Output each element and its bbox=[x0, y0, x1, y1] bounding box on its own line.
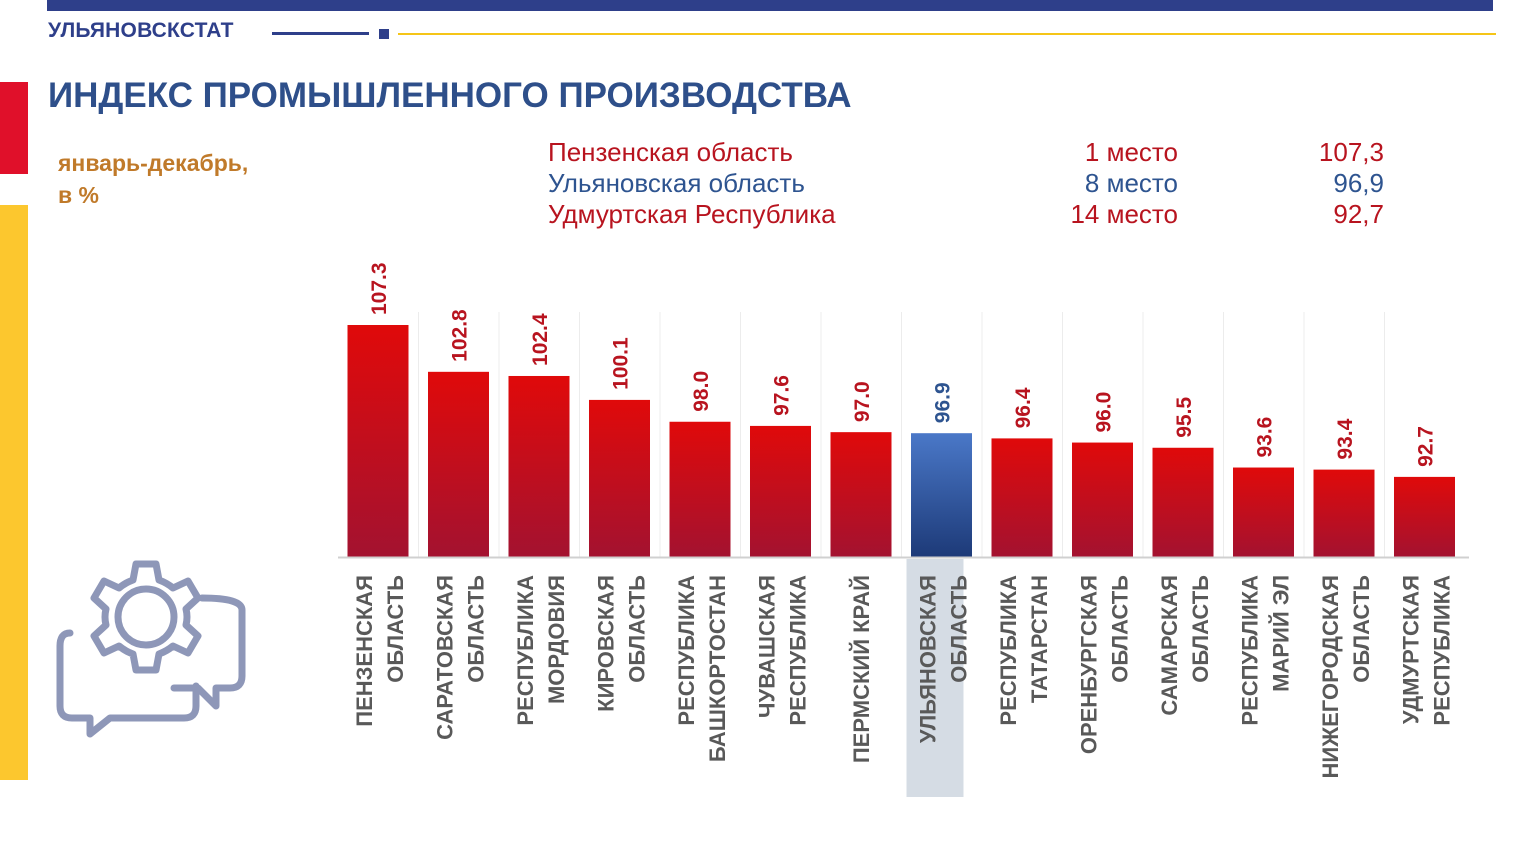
gear-chat-icon bbox=[56, 560, 246, 738]
bar bbox=[750, 425, 811, 557]
category-label: ОБЛАСТЬ bbox=[625, 575, 650, 683]
bar-value-label: 95.5 bbox=[1173, 397, 1196, 438]
bar bbox=[1233, 467, 1294, 557]
bar-value-label: 97.6 bbox=[771, 375, 794, 416]
brand-divider-yellow bbox=[398, 33, 1496, 35]
bar-value-label: 92.7 bbox=[1415, 426, 1438, 467]
bar bbox=[1072, 442, 1133, 557]
ranking-value: 107,3 bbox=[1318, 137, 1384, 167]
category-label: ПЕРМСКИЙ КРАЙ bbox=[849, 575, 874, 763]
category-label: УЛЬЯНОВСКАЯ bbox=[916, 575, 941, 743]
ranking-place: 14 место bbox=[1070, 199, 1178, 229]
category-label: РЕСПУБЛИКА bbox=[786, 575, 811, 726]
category-label: МАРИЙ ЭЛ bbox=[1269, 575, 1294, 692]
bar-value-label: 93.6 bbox=[1254, 417, 1277, 458]
ranking-row-udmurtia: Удмуртская Республика 14 место 92,7 bbox=[548, 199, 1388, 230]
bar bbox=[830, 432, 892, 557]
category-label: ОБЛАСТЬ bbox=[383, 575, 408, 683]
bar bbox=[1152, 447, 1214, 557]
category-label: РЕСПУБЛИКА bbox=[996, 575, 1021, 726]
brand-divider-blue bbox=[272, 32, 369, 35]
bar-value-label: 100.1 bbox=[610, 337, 633, 390]
category-label: ОБЛАСТЬ bbox=[947, 575, 972, 683]
ranking-region-name: Пензенская область bbox=[548, 137, 793, 167]
category-label: УДМУРТСКАЯ bbox=[1399, 575, 1424, 724]
category-label: ОБЛАСТЬ bbox=[464, 575, 489, 683]
category-label: САМАРСКАЯ bbox=[1157, 575, 1182, 716]
category-label: ОБЛАСТЬ bbox=[1108, 575, 1133, 683]
category-label: ОРЕНБУРГСКАЯ bbox=[1077, 575, 1102, 754]
ranking-value: 96,9 bbox=[1333, 168, 1384, 198]
bar-value-label: 97.0 bbox=[851, 381, 874, 422]
category-label: БАШКОРТОСТАН bbox=[705, 575, 730, 762]
brand-divider-square bbox=[379, 29, 389, 39]
category-label: МОРДОВИЯ bbox=[544, 575, 569, 704]
bar-value-label: 102.4 bbox=[529, 313, 552, 366]
category-label: ОБЛАСТЬ bbox=[1349, 575, 1374, 683]
accent-stripe-red bbox=[0, 82, 28, 174]
bar-value-label: 102.8 bbox=[449, 309, 472, 362]
period-subtitle-line1: январь-декабрь, bbox=[58, 150, 249, 176]
bar bbox=[911, 433, 972, 557]
accent-stripe-yellow bbox=[0, 205, 28, 780]
bar bbox=[347, 325, 409, 557]
bar bbox=[1394, 476, 1455, 557]
top-bar bbox=[47, 0, 1493, 11]
category-label: ТАТАРСТАН bbox=[1027, 575, 1052, 703]
bar-value-label: 96.0 bbox=[1093, 392, 1116, 433]
page-title: ИНДЕКС ПРОМЫШЛЕННОГО ПРОИЗВОДСТВА bbox=[48, 76, 852, 115]
bar bbox=[589, 399, 650, 557]
category-label: РЕСПУБЛИКА bbox=[674, 575, 699, 726]
category-label: РЕСПУБЛИКА bbox=[1430, 575, 1455, 726]
bar-value-label: 107.3 bbox=[368, 262, 391, 315]
category-label: САРАТОВСКАЯ bbox=[433, 575, 458, 740]
bar-value-label: 98.0 bbox=[690, 371, 713, 412]
category-label: ЧУВАШСКАЯ bbox=[755, 575, 780, 718]
bar-value-label: 96.4 bbox=[1012, 387, 1035, 428]
period-subtitle: январь-декабрь, в % bbox=[58, 147, 248, 211]
bar bbox=[508, 375, 570, 557]
period-subtitle-line2: в % bbox=[58, 182, 99, 208]
category-label: ОБЛАСТЬ bbox=[1188, 575, 1213, 683]
ranking-value: 92,7 bbox=[1333, 199, 1384, 229]
category-label: РЕСПУБЛИКА bbox=[1238, 575, 1263, 726]
ranking-row-ulyanovsk: Ульяновская область 8 место 96,9 bbox=[548, 168, 1388, 199]
bar bbox=[428, 371, 489, 557]
category-label: КИРОВСКАЯ bbox=[594, 575, 619, 712]
bar-value-label: 96.9 bbox=[932, 382, 955, 423]
category-label: НИЖЕГОРОДСКАЯ bbox=[1318, 575, 1343, 778]
ranking-region-name: Ульяновская область bbox=[548, 168, 805, 198]
ranking-table: Пензенская область 1 место 107,3 Ульянов… bbox=[548, 137, 1388, 230]
ranking-place: 1 место bbox=[1084, 137, 1178, 167]
ranking-row-penza: Пензенская область 1 место 107,3 bbox=[548, 137, 1388, 168]
ranking-place: 8 место bbox=[1084, 168, 1178, 198]
category-label: РЕСПУБЛИКА bbox=[513, 575, 538, 726]
brand-name: УЛЬЯНОВСКСТАТ bbox=[48, 19, 234, 42]
bar-value-label: 93.4 bbox=[1334, 418, 1357, 459]
bar bbox=[669, 421, 731, 557]
ranking-region-name: Удмуртская Республика bbox=[548, 199, 836, 229]
category-highlight bbox=[906, 559, 964, 797]
bar bbox=[991, 438, 1053, 557]
bar bbox=[1313, 469, 1375, 557]
category-label: ПЕНЗЕНСКАЯ bbox=[352, 575, 377, 727]
